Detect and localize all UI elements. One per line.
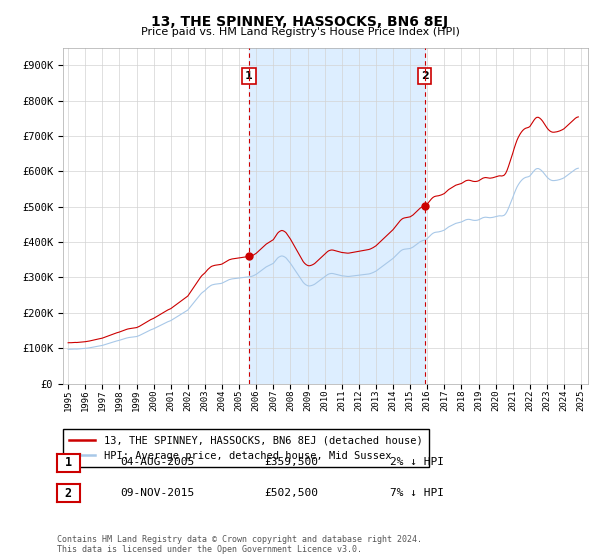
Text: 2: 2 (421, 71, 428, 81)
Text: 04-AUG-2005: 04-AUG-2005 (120, 457, 194, 467)
Text: 2: 2 (65, 487, 72, 500)
Text: 13, THE SPINNEY, HASSOCKS, BN6 8EJ: 13, THE SPINNEY, HASSOCKS, BN6 8EJ (151, 15, 449, 29)
Text: 1: 1 (65, 456, 72, 469)
Text: Contains HM Land Registry data © Crown copyright and database right 2024.
This d: Contains HM Land Registry data © Crown c… (57, 535, 422, 554)
Text: Price paid vs. HM Land Registry's House Price Index (HPI): Price paid vs. HM Land Registry's House … (140, 27, 460, 37)
Text: 09-NOV-2015: 09-NOV-2015 (120, 488, 194, 498)
Text: 1: 1 (245, 71, 253, 81)
Text: 2% ↓ HPI: 2% ↓ HPI (390, 457, 444, 467)
Text: 7% ↓ HPI: 7% ↓ HPI (390, 488, 444, 498)
Text: £359,500: £359,500 (264, 457, 318, 467)
Bar (249, 48, 425, 384)
Legend: 13, THE SPINNEY, HASSOCKS, BN6 8EJ (detached house), HPI: Average price, detache: 13, THE SPINNEY, HASSOCKS, BN6 8EJ (deta… (63, 429, 428, 467)
Text: £502,500: £502,500 (264, 488, 318, 498)
